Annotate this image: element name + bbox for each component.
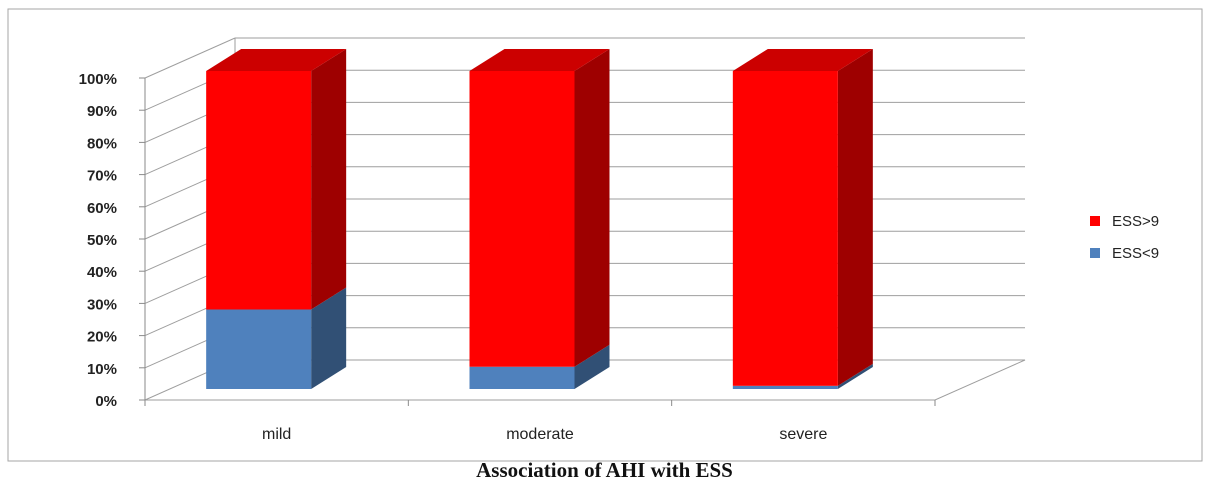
legend-swatch-ess-gt-9 — [1090, 216, 1100, 226]
y-tick-label: 70% — [87, 168, 117, 185]
legend-label-ess-gt-9: ESS>9 — [1112, 213, 1160, 230]
bar-side-mild — [311, 49, 347, 310]
y-tick-label: 60% — [87, 200, 117, 217]
y-tick-label: 30% — [87, 296, 117, 313]
y-tick-label: 80% — [87, 135, 117, 152]
bar-moderate-segment — [469, 366, 575, 389]
bar-moderate-segment — [469, 71, 575, 367]
bar-severe-segment — [732, 385, 838, 389]
gridline-diagonal — [144, 37, 236, 79]
y-tick-label: 20% — [87, 329, 117, 346]
y-tick-label: 50% — [87, 232, 117, 249]
x-tick-label: severe — [779, 426, 827, 443]
bar-top-severe — [732, 49, 873, 71]
bar-mild-segment — [206, 71, 312, 310]
y-tick-label: 90% — [87, 103, 117, 120]
plot-frame — [7, 8, 1203, 462]
bar-side-severe — [837, 363, 873, 389]
bar-severe-segment — [732, 71, 838, 386]
bar-side-moderate — [574, 49, 610, 367]
y-tick-label: 0% — [95, 393, 117, 410]
bar-mild-segment — [206, 309, 312, 389]
x-tick-label: mild — [262, 426, 291, 443]
bar-top-moderate — [469, 49, 610, 71]
x-tick-label: moderate — [506, 426, 574, 443]
y-tick-label: 100% — [79, 71, 117, 88]
bar-side-moderate — [574, 344, 610, 389]
y-tick-label: 10% — [87, 361, 117, 378]
legend-item-ess-lt-9: ESS<9 — [1090, 245, 1159, 262]
bar-side-mild — [311, 287, 347, 389]
legend-item-ess-gt-9: ESS>9 — [1090, 213, 1159, 230]
chart-caption: Association of AHI with ESS — [476, 458, 733, 482]
legend-label-ess-lt-9: ESS<9 — [1112, 245, 1160, 262]
bar-side-severe — [837, 49, 873, 386]
legend-swatch-ess-lt-9 — [1090, 248, 1100, 258]
y-tick-label: 40% — [87, 264, 117, 281]
bar-top-mild — [206, 49, 347, 71]
